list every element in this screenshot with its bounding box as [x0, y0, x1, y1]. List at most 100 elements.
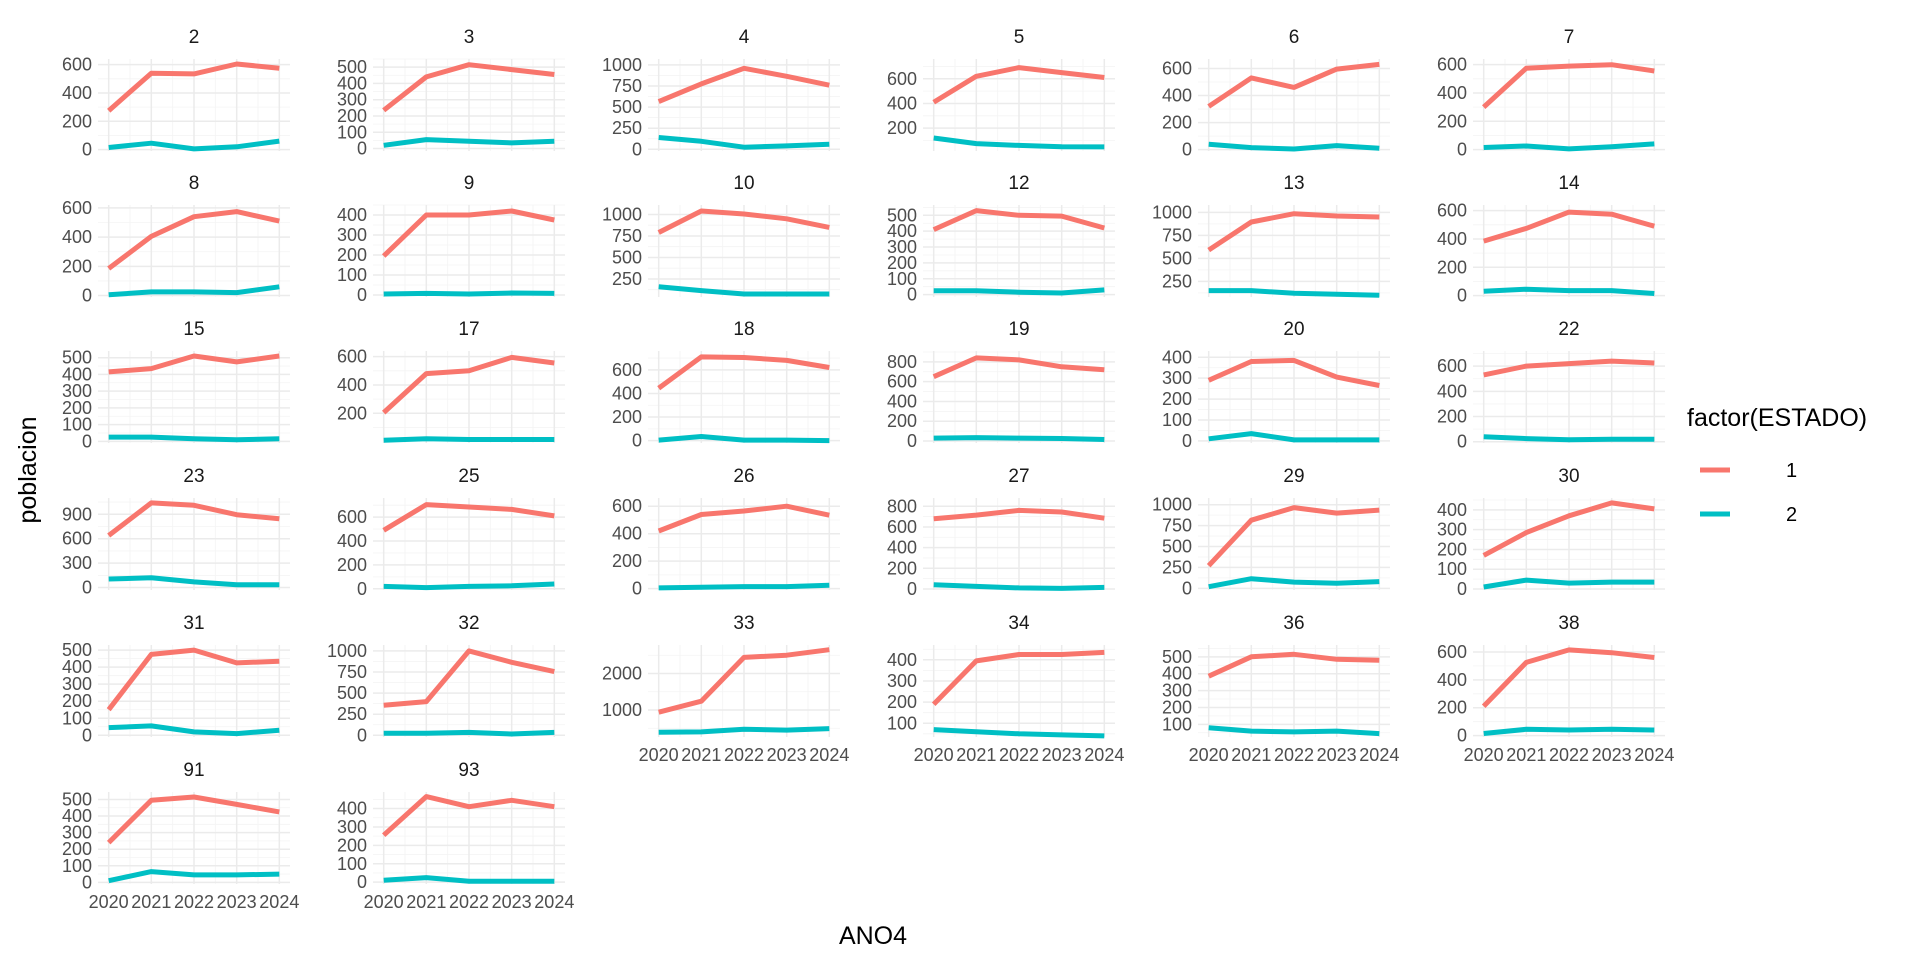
y-tick-label: 200 — [1437, 698, 1467, 718]
y-tick-label: 400 — [337, 205, 367, 225]
y-tick-label: 400 — [887, 650, 917, 670]
facet-panel-23: 0 300 600 900 23 — [62, 466, 290, 598]
y-tick-label: 100 — [1162, 714, 1192, 734]
y-tick-label: 400 — [1162, 86, 1192, 106]
y-tick-label: 100 — [887, 269, 917, 289]
y-tick-label: 0 — [82, 286, 92, 306]
facet-panel-14: 0 200 400 600 14 — [1437, 173, 1665, 306]
y-tick-label: 300 — [1162, 368, 1192, 388]
y-axis-title: poblacion — [14, 416, 42, 523]
series-line-1 — [657, 208, 830, 235]
y-tick-label: 600 — [1437, 642, 1467, 662]
facet-panel-38: 0 200 400 600 38 2020 2021 2022 2023 2024 — [1437, 613, 1674, 765]
y-tick-label: 600 — [612, 360, 642, 380]
facet-strip-label: 22 — [1558, 319, 1579, 340]
facet-strip-label: 32 — [458, 613, 479, 634]
y-tick-label: 0 — [632, 139, 642, 159]
series-line-1 — [107, 61, 280, 113]
y-tick-label: 300 — [337, 817, 367, 837]
series-line-2 — [383, 729, 555, 737]
series-line-2 — [1483, 726, 1655, 736]
series-line-2 — [383, 137, 555, 148]
series-line-1 — [1482, 209, 1655, 244]
y-tick-label: 400 — [337, 531, 367, 551]
facet-strip-label: 30 — [1558, 466, 1579, 487]
series-line-1 — [1207, 651, 1380, 679]
y-tick-label: 600 — [62, 529, 92, 549]
y-tick-label: 300 — [887, 671, 917, 691]
y-tick-label: 400 — [612, 524, 642, 544]
y-tick-label: 200 — [337, 555, 367, 575]
x-tick-label: 2024 — [259, 892, 299, 912]
x-tick-label: 2024 — [809, 745, 849, 765]
y-tick-label: 400 — [887, 391, 917, 411]
facet-strip-label: 2 — [189, 27, 200, 48]
y-tick-label: 200 — [62, 839, 92, 859]
y-tick-label: 300 — [62, 823, 92, 843]
series-line-2 — [1208, 141, 1380, 152]
y-tick-label: 200 — [1437, 539, 1467, 559]
y-tick-label: 400 — [1437, 229, 1467, 249]
x-tick-label: 2022 — [724, 745, 764, 765]
y-tick-label: 600 — [62, 198, 92, 218]
y-tick-label: 0 — [1457, 579, 1467, 599]
y-tick-label: 250 — [1162, 271, 1192, 291]
y-tick-label: 0 — [1182, 431, 1192, 451]
x-tick-label: 2021 — [1506, 745, 1546, 765]
facet-panel-26: 0 200 400 600 26 — [612, 466, 840, 599]
x-tick-label: 2021 — [406, 892, 446, 912]
series-line-2 — [1208, 725, 1380, 737]
y-tick-label: 1000 — [327, 641, 367, 661]
series-line-1 — [1207, 211, 1380, 253]
series-line-2 — [1208, 576, 1380, 590]
facet-strip-label: 4 — [739, 27, 750, 48]
y-tick-label: 600 — [887, 517, 917, 537]
series-line-2 — [108, 434, 280, 443]
y-tick-label: 0 — [82, 431, 92, 451]
series-line-2 — [658, 582, 830, 591]
series-line-1 — [657, 503, 830, 534]
facet-panel-25: 0 200 400 600 25 — [337, 466, 565, 599]
y-tick-label: 600 — [887, 372, 917, 392]
x-tick-label: 2024 — [534, 892, 574, 912]
y-tick-label: 0 — [357, 725, 367, 745]
series-line-2 — [933, 135, 1105, 150]
series-line-1 — [1481, 647, 1655, 709]
series-line-1 — [108, 353, 280, 375]
y-tick-label: 400 — [62, 83, 92, 103]
series-line-2 — [383, 581, 555, 591]
series-line-2 — [933, 435, 1105, 442]
y-tick-label: 400 — [1162, 347, 1192, 367]
y-tick-label: 500 — [887, 205, 917, 225]
x-tick-label: 2020 — [639, 745, 679, 765]
series-line-2 — [383, 436, 555, 443]
y-tick-label: 300 — [887, 237, 917, 257]
facet-panel-13: 250 500 750 1000 13 — [1152, 173, 1390, 298]
series-line-1 — [931, 649, 1105, 706]
y-tick-label: 0 — [907, 431, 917, 451]
y-tick-label: 200 — [337, 835, 367, 855]
series-line-2 — [108, 138, 280, 152]
y-tick-label: 400 — [887, 221, 917, 241]
legend-title: factor(ESTADO) — [1687, 404, 1867, 432]
y-tick-label: 200 — [1162, 113, 1192, 133]
x-tick-label: 2021 — [131, 892, 171, 912]
facet-strip-label: 27 — [1008, 466, 1029, 487]
x-tick-label: 2022 — [1549, 745, 1589, 765]
y-tick-label: 800 — [887, 496, 917, 516]
x-tick-label: 2024 — [1084, 745, 1124, 765]
y-tick-label: 200 — [62, 691, 92, 711]
y-tick-label: 400 — [887, 538, 917, 558]
series-line-2 — [1483, 141, 1655, 152]
series-line-1 — [933, 507, 1105, 522]
y-tick-label: 200 — [887, 411, 917, 431]
series-line-1 — [382, 62, 555, 113]
y-tick-label: 0 — [1457, 726, 1467, 746]
facet-panel-5: 200 400 600 5 — [887, 27, 1115, 151]
